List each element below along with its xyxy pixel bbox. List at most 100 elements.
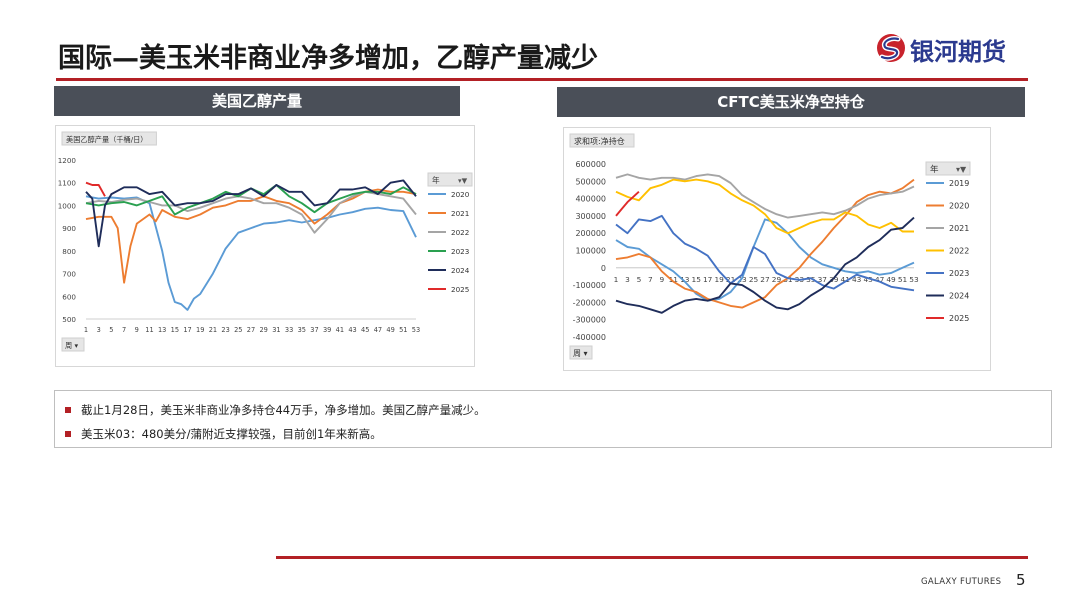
series-line-2019 [615,218,915,302]
series-line-2023 [615,214,915,292]
y-tick-label: 0 [601,264,606,273]
x-tick-label: 47 [374,326,382,334]
x-tick-label: 15 [692,275,702,284]
series-line-2020 [615,178,915,309]
x-tick-label: 7 [648,275,653,284]
axis-field-button: 周 ▾ [569,345,593,360]
legend-label: 2024 [451,266,470,275]
y-tick-label: 200000 [575,229,606,238]
legend-label: 2022 [451,228,469,237]
x-tick-label: 53 [412,326,420,334]
field-label-button: 美国乙醇产量（千桶/日） [61,131,157,146]
x-tick-label: 27 [760,275,770,284]
x-tick-label: 17 [703,275,713,284]
note-1: 截止1月28日，美玉米非商业净多持仓44万手，净多增加。美国乙醇产量减少。 [65,402,486,418]
x-tick-label: 15 [171,326,179,334]
ethanol-chart-svg: 美国乙醇产量（千桶/日） 500 600 700 800 900 1000 1100 1200 1… [58,131,473,352]
note-2: 美玉米03：480美分/蒲附近支撑较强，目前创1年来新高。 [65,426,382,442]
x-tick-label: 5 [637,275,642,284]
legend-label: 2023 [451,247,469,256]
series-line-2025 [85,181,106,197]
x-tick-label: 35 [298,326,306,334]
field-label-button: 求和项:净持仓 [569,133,635,148]
y-tick-label: 400000 [575,195,606,204]
x-tick-label: 3 [97,326,101,334]
bullet-icon [65,407,71,413]
series-line-2020 [85,195,417,311]
y-tick-label: -400000 [573,333,606,342]
x-tick-label: 53 [909,275,919,284]
series-line-2022 [615,178,914,235]
x-tick-label: 51 [898,275,908,284]
legend-label: 2025 [451,285,469,294]
filter-icon: ▾▼ [458,176,468,185]
y-tick-label: 100000 [575,247,606,256]
x-tick-label: 3 [625,275,630,284]
y-tick-label: 1100 [58,179,77,188]
legend-title: 年 [432,175,440,185]
page-number: 5 [1016,571,1026,589]
x-tick-label: 43 [348,326,356,334]
y-tick-label: -200000 [573,298,606,307]
y-tick-label: 900 [62,224,76,233]
x-tick-label: 31 [783,275,793,284]
x-tick-label: 29 [259,326,267,334]
series-line-2024 [85,179,417,248]
x-tick-label: 43 [852,275,862,284]
legend-label: 2020 [949,202,969,211]
x-tick-label: 13 [158,326,166,334]
legend-title: 年 [930,164,939,175]
cftc-chart: 求和项:净持仓 -400000 -300000 -200000 -100000 0 1000… [563,127,991,371]
logo-text: 银河期货 [910,38,1006,66]
x-tick-label: 21 [726,275,736,284]
x-tick-label: 25 [234,326,242,334]
x-tick-label: 1 [614,275,619,284]
ethanol-chart: 美国乙醇产量（千桶/日） 500 600 700 800 900 1000 1100 1200 1… [55,125,475,367]
legend-label: 2025 [949,314,969,323]
field-label: 求和项:净持仓 [574,136,625,146]
cftc-chart-svg: 求和项:净持仓 -400000 -300000 -200000 -100000 0 1000… [569,133,971,360]
x-tick-label: 31 [272,326,280,334]
x-tick-label: 5 [109,326,113,334]
x-tick-label: 51 [399,326,407,334]
x-tick-label: 41 [336,326,344,334]
x-tick-label: 37 [310,326,318,334]
x-tick-label: 13 [680,275,690,284]
x-tick-label: 33 [285,326,293,334]
legend-filter-button [427,172,473,187]
x-tick-label: 39 [323,326,331,334]
axis-field-button: 周 ▾ [61,337,85,352]
y-tick-label: 1000 [58,201,77,210]
axis-field-button-bg [569,345,593,360]
field-label-bg [61,131,157,146]
y-tick-label: 500 [62,315,76,324]
left-panel-header: 美国乙醇产量 [54,86,460,116]
legend: 年 ▾▼ 2019 2020 2021 2022 2023 2024 2025 [925,161,971,323]
axis-field-label: 周 ▾ [573,349,588,358]
x-tick-label: 9 [659,275,664,284]
legend-label: 2021 [949,224,969,233]
y-tick-label: 600000 [575,160,606,169]
x-tick-label: 41 [841,275,851,284]
field-label: 美国乙醇产量（千桶/日） [66,135,148,144]
x-tick-label: 49 [386,326,394,334]
series-line-2021 [615,173,915,219]
legend-label: 2020 [451,190,470,199]
x-tick-label: 19 [714,275,724,284]
footer-brand: GALAXY FUTURES [921,577,1002,587]
company-logo: 银河期货 [876,30,1036,66]
footer-rule [276,556,1028,559]
series-line-2025 [615,190,640,217]
x-tick-label: 45 [361,326,369,334]
x-tick-label: 27 [247,326,255,334]
series-line-2024 [615,216,915,314]
y-tick-label: 1200 [58,156,77,165]
x-tick-label: 19 [196,326,204,334]
note-2-text: 美玉米03：480美分/蒲附近支撑较强，目前创1年来新高。 [81,427,382,441]
y-tick-label: -100000 [573,281,606,290]
x-tick-label: 11 [669,275,679,284]
legend: 年 ▾▼ 2020 2021 2022 2023 2024 2025 [427,172,473,294]
y-tick-label: 800 [62,247,76,256]
y-tick-label: -300000 [573,316,606,325]
y-tick-label: 500000 [575,177,606,186]
